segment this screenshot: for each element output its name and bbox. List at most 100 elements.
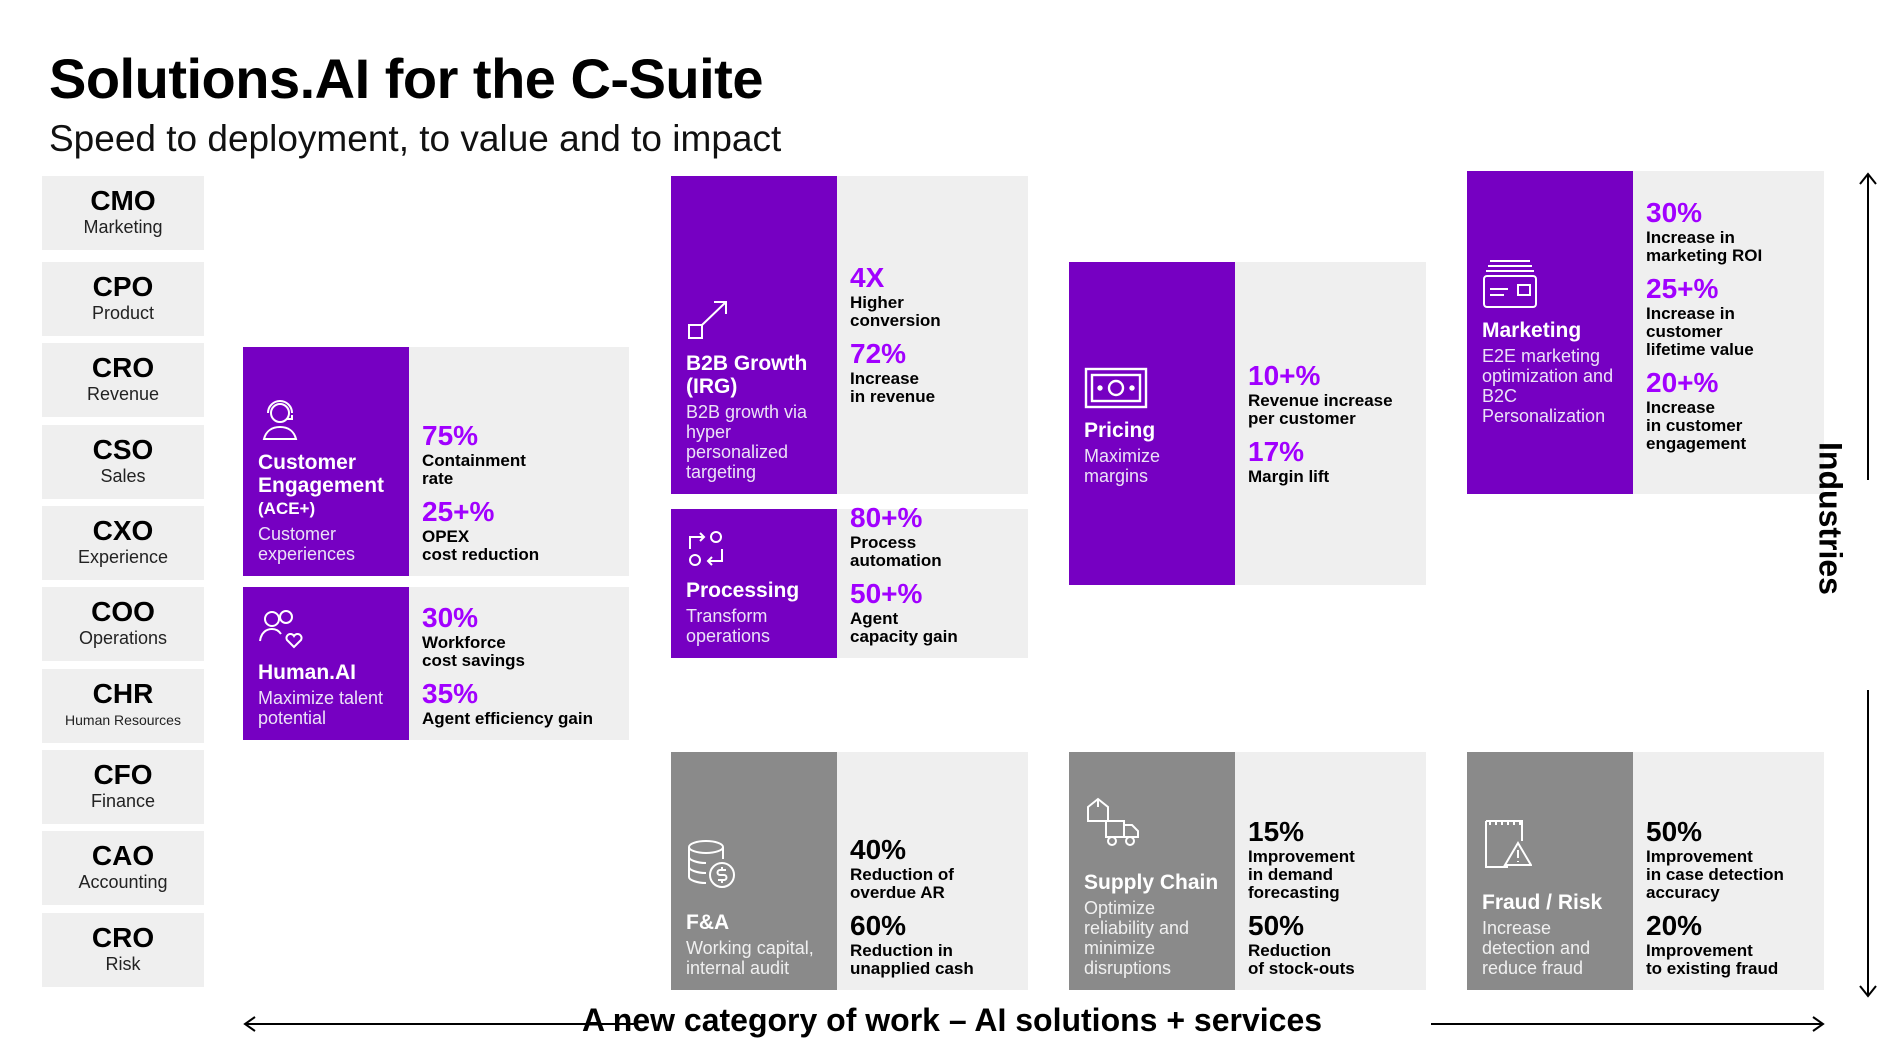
metric-label: Reduction of overdue AR <box>850 865 954 902</box>
role-name: Experience <box>77 547 169 567</box>
metric-label: Margin lift <box>1248 467 1330 486</box>
metric-value: 25+% <box>422 496 495 527</box>
metric-value: 80+% <box>850 502 923 533</box>
role-abbr: CFO <box>93 759 153 790</box>
card-processing[interactable]: Processing Transform operations 80+% Proc… <box>671 502 1028 658</box>
role-abbr: CAO <box>91 840 155 871</box>
metric-label: Increase in customer engagement <box>1646 398 1747 453</box>
metric-value: 10+% <box>1248 360 1321 391</box>
role-name: Risk <box>105 954 141 974</box>
metric-label: Improvement in case detection accuracy <box>1646 847 1784 902</box>
metric-label: Workforce cost savings <box>422 633 525 670</box>
role-cao: CAO Accounting <box>42 831 204 905</box>
card-title: Pricing <box>1084 419 1156 442</box>
warning-document-icon <box>1485 820 1532 868</box>
card-title: Supply Chain <box>1084 871 1219 894</box>
card-panel: Human.AI Maximize talent potential <box>243 587 409 740</box>
role-abbr: CMO <box>90 185 156 216</box>
coins-dollar-icon <box>688 840 735 888</box>
card-description: Transform operations <box>686 606 771 646</box>
card-description: Customer experiences <box>258 524 356 564</box>
metric-label: Containment rate <box>422 451 526 488</box>
role-abbr: CSO <box>92 434 154 465</box>
metric-label: Higher conversion <box>850 293 941 330</box>
card-fraud-risk[interactable]: Fraud / Risk Increase detection and redu… <box>1467 752 1824 990</box>
card-b2b-growth[interactable]: B2B Growth (IRG) B2B growth via hyper pe… <box>671 176 1028 494</box>
role-cmo: CMO Marketing <box>42 176 204 250</box>
metric-value: 60% <box>850 910 907 941</box>
card-metrics: 75% Containment rate 25+% OPEX cost reduct… <box>409 347 629 576</box>
metric-value: 17% <box>1248 436 1305 467</box>
metric-value: 75% <box>422 420 479 451</box>
metric-label: Increase in revenue <box>850 369 936 406</box>
metric-value: 50% <box>1248 910 1305 941</box>
page-subtitle: Speed to deployment, to value and to imp… <box>49 118 782 159</box>
card-panel: F&A Working capital, internal audit <box>671 752 837 990</box>
card-metrics: 30% Increase in marketing ROI 25+% Increas… <box>1633 171 1824 494</box>
card-title: Human.AI <box>258 661 357 684</box>
metric-label: OPEX cost reduction <box>422 527 540 564</box>
role-name: Operations <box>78 628 168 648</box>
metric-label: Revenue increase per customer <box>1248 391 1393 428</box>
role-name: Accounting <box>78 872 168 892</box>
card-title: Customer Engagement <box>258 451 385 497</box>
card-title: B2B Growth (IRG) <box>686 352 808 398</box>
metric-label: Process automation <box>850 533 942 570</box>
card-metrics: 4X Higher conversion 72% Increase in reven… <box>837 176 1028 494</box>
card-panel: Supply Chain Optimize reliability and mi… <box>1069 752 1235 990</box>
card-panel: Marketing E2E marketing optimization and… <box>1467 171 1633 494</box>
card-title: Marketing <box>1482 319 1582 342</box>
metric-label: Agent capacity gain <box>850 609 958 646</box>
page-title: Solutions.AI for the C-Suite <box>49 47 763 110</box>
role-abbr: CRO <box>91 352 155 383</box>
role-cfo: CFO Finance <box>42 750 204 824</box>
card-description: Working capital, internal audit <box>686 938 814 978</box>
card-metrics: 30% Workforce cost savings 35% Agent effic… <box>409 587 629 740</box>
people-heart-icon <box>259 610 303 649</box>
card-title: F&A <box>686 911 730 934</box>
metric-value: 30% <box>422 602 479 633</box>
metric-value: 50+% <box>850 578 923 609</box>
metric-value: 20+% <box>1646 367 1719 398</box>
card-panel: Fraud / Risk Increase detection and redu… <box>1467 752 1633 990</box>
role-abbr: CPO <box>92 271 154 302</box>
role-cpo: CPO Product <box>42 262 204 336</box>
role-name: Sales <box>100 466 146 486</box>
card-description: Increase detection and reduce fraud <box>1482 918 1591 978</box>
card-human-ai[interactable]: Human.AI Maximize talent potential 30% Wo… <box>243 587 629 740</box>
card-metrics: 15% Improvement in demand forecasting 50%… <box>1235 752 1426 990</box>
metric-value: 4X <box>850 262 885 293</box>
work-category-label: A new category of work – AI solutions + … <box>581 1002 1323 1038</box>
card-customer-engagement[interactable]: Customer Engagement (ACE+) Customer expe… <box>243 347 629 576</box>
card-marketing[interactable]: Marketing E2E marketing optimization and… <box>1467 171 1824 494</box>
metric-label: Reduction in unapplied cash <box>850 941 974 978</box>
card-metrics: 80+% Process automation 50+% Agent capacit… <box>837 502 1028 658</box>
metric-value: 15% <box>1248 816 1305 847</box>
role-name: Finance <box>90 791 156 811</box>
card-metrics: 10+% Revenue increase per customer 17% Mar… <box>1235 262 1426 585</box>
metric-value: 40% <box>850 834 907 865</box>
card-description: Maximize margins <box>1084 446 1161 486</box>
metric-label: Improvement in demand forecasting <box>1248 847 1355 902</box>
metric-label: Agent efficiency gain <box>422 709 593 728</box>
role-abbr: CRO <box>91 922 155 953</box>
card-description: B2B growth via hyper personalized target… <box>686 402 808 482</box>
metric-value: 50% <box>1646 816 1703 847</box>
card-pricing[interactable]: Pricing Maximize margins 10+% Revenue inc… <box>1069 262 1426 585</box>
card-title: Processing <box>686 579 800 602</box>
card-description: Optimize reliability and minimize disrup… <box>1084 898 1190 978</box>
card-description: E2E marketing optimization and B2C Perso… <box>1482 346 1614 426</box>
banknote-icon <box>1084 367 1148 409</box>
metric-label: Increase in marketing ROI <box>1646 228 1763 265</box>
card-stack-icon <box>1483 260 1537 308</box>
card-supply-chain[interactable]: Supply Chain Optimize reliability and mi… <box>1069 752 1426 990</box>
role-abbr: CHR <box>92 678 154 709</box>
card-metrics: 50% Improvement in case detection accurac… <box>1633 752 1824 990</box>
role-coo: COO Operations <box>42 587 204 661</box>
card-fa[interactable]: F&A Working capital, internal audit 40% R… <box>671 752 1028 990</box>
delivery-truck-icon <box>1087 797 1139 846</box>
headset-agent-icon <box>262 400 298 440</box>
metric-label: Reduction of stock-outs <box>1248 941 1355 978</box>
role-cro-revenue: CRO Revenue <box>42 343 204 417</box>
card-metrics: 40% Reduction of overdue AR 60% Reduction … <box>837 752 1028 990</box>
